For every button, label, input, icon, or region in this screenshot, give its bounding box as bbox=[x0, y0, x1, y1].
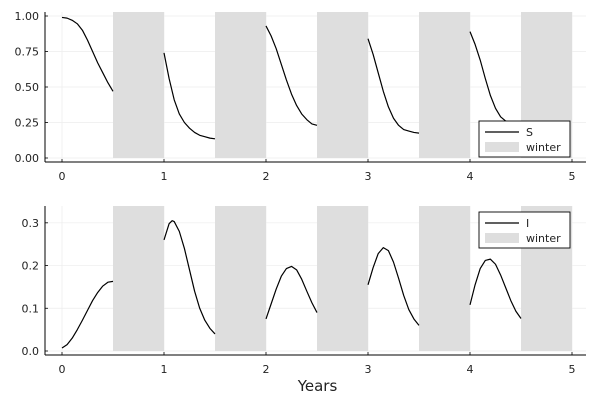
y-tick-label: 0.0 bbox=[22, 345, 40, 358]
x-tick-label: 0 bbox=[59, 170, 66, 183]
winter-band bbox=[317, 206, 368, 351]
series-line-s bbox=[163, 52, 216, 140]
x-tick-label: 2 bbox=[263, 170, 270, 183]
winter-band bbox=[215, 12, 266, 158]
series-line-s bbox=[469, 31, 522, 126]
series-line-i bbox=[265, 265, 318, 320]
x-tick-label: 1 bbox=[161, 363, 168, 376]
x-axis-title: Years bbox=[297, 377, 338, 395]
x-tick-label: 3 bbox=[365, 170, 372, 183]
y-tick-label: 0.50 bbox=[15, 81, 40, 94]
x-tick-label: 5 bbox=[569, 170, 576, 183]
x-tick-label: 2 bbox=[263, 363, 270, 376]
x-tick-label: 4 bbox=[467, 170, 474, 183]
x-tick-label: 4 bbox=[467, 363, 474, 376]
y-tick-label: 0.75 bbox=[15, 46, 40, 59]
winter-band bbox=[215, 206, 266, 351]
legend-box bbox=[478, 120, 571, 158]
x-tick-label: 0 bbox=[59, 363, 66, 376]
winter-band bbox=[419, 12, 470, 158]
series-line-i bbox=[163, 220, 216, 335]
y-tick-label: 1.00 bbox=[15, 10, 40, 23]
winter-band bbox=[113, 206, 164, 351]
series-line-s bbox=[61, 16, 114, 92]
winter-band bbox=[419, 206, 470, 351]
series-line-i bbox=[61, 280, 114, 349]
legend-label: winter bbox=[526, 141, 561, 154]
series-line-s bbox=[367, 38, 420, 134]
x-tick-label: 3 bbox=[365, 363, 372, 376]
winter-band bbox=[113, 12, 164, 158]
y-tick-label: 0.2 bbox=[22, 260, 40, 273]
x-tick-label: 1 bbox=[161, 170, 168, 183]
y-tick-label: 0.25 bbox=[15, 117, 40, 130]
legend-label: I bbox=[526, 217, 529, 230]
x-tick-label: 5 bbox=[569, 363, 576, 376]
legend-band-swatch bbox=[485, 142, 519, 152]
series-line-s bbox=[265, 25, 318, 126]
y-tick-label: 0.3 bbox=[22, 217, 40, 230]
winter-band bbox=[317, 12, 368, 158]
y-tick-label: 0.1 bbox=[22, 302, 40, 315]
series-line-i bbox=[469, 258, 522, 319]
y-tick-label: 0.00 bbox=[15, 152, 40, 165]
series-line-i bbox=[367, 247, 420, 326]
legend-band-swatch bbox=[485, 233, 519, 243]
legend-label: winter bbox=[526, 232, 561, 245]
legend-label: S bbox=[526, 126, 533, 139]
